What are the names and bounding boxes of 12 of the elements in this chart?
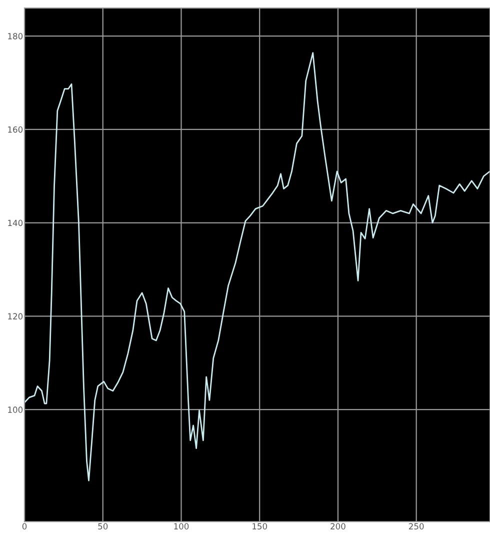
y-tick-label: 160 [8, 126, 23, 133]
y-tick-label: 180 [8, 33, 23, 40]
x-tick-label: 250 [408, 523, 424, 530]
x-tick-label: 100 [174, 523, 189, 530]
line-series [24, 52, 490, 482]
y-tick-label: 120 [8, 313, 23, 320]
x-tick-label: 200 [330, 523, 346, 530]
x-tick-label: 50 [98, 523, 108, 530]
x-tick-label: 0 [22, 523, 27, 530]
y-tick-label: 140 [8, 220, 23, 226]
y-tick-label: 100 [8, 406, 23, 413]
x-tick-label: 150 [252, 523, 267, 530]
